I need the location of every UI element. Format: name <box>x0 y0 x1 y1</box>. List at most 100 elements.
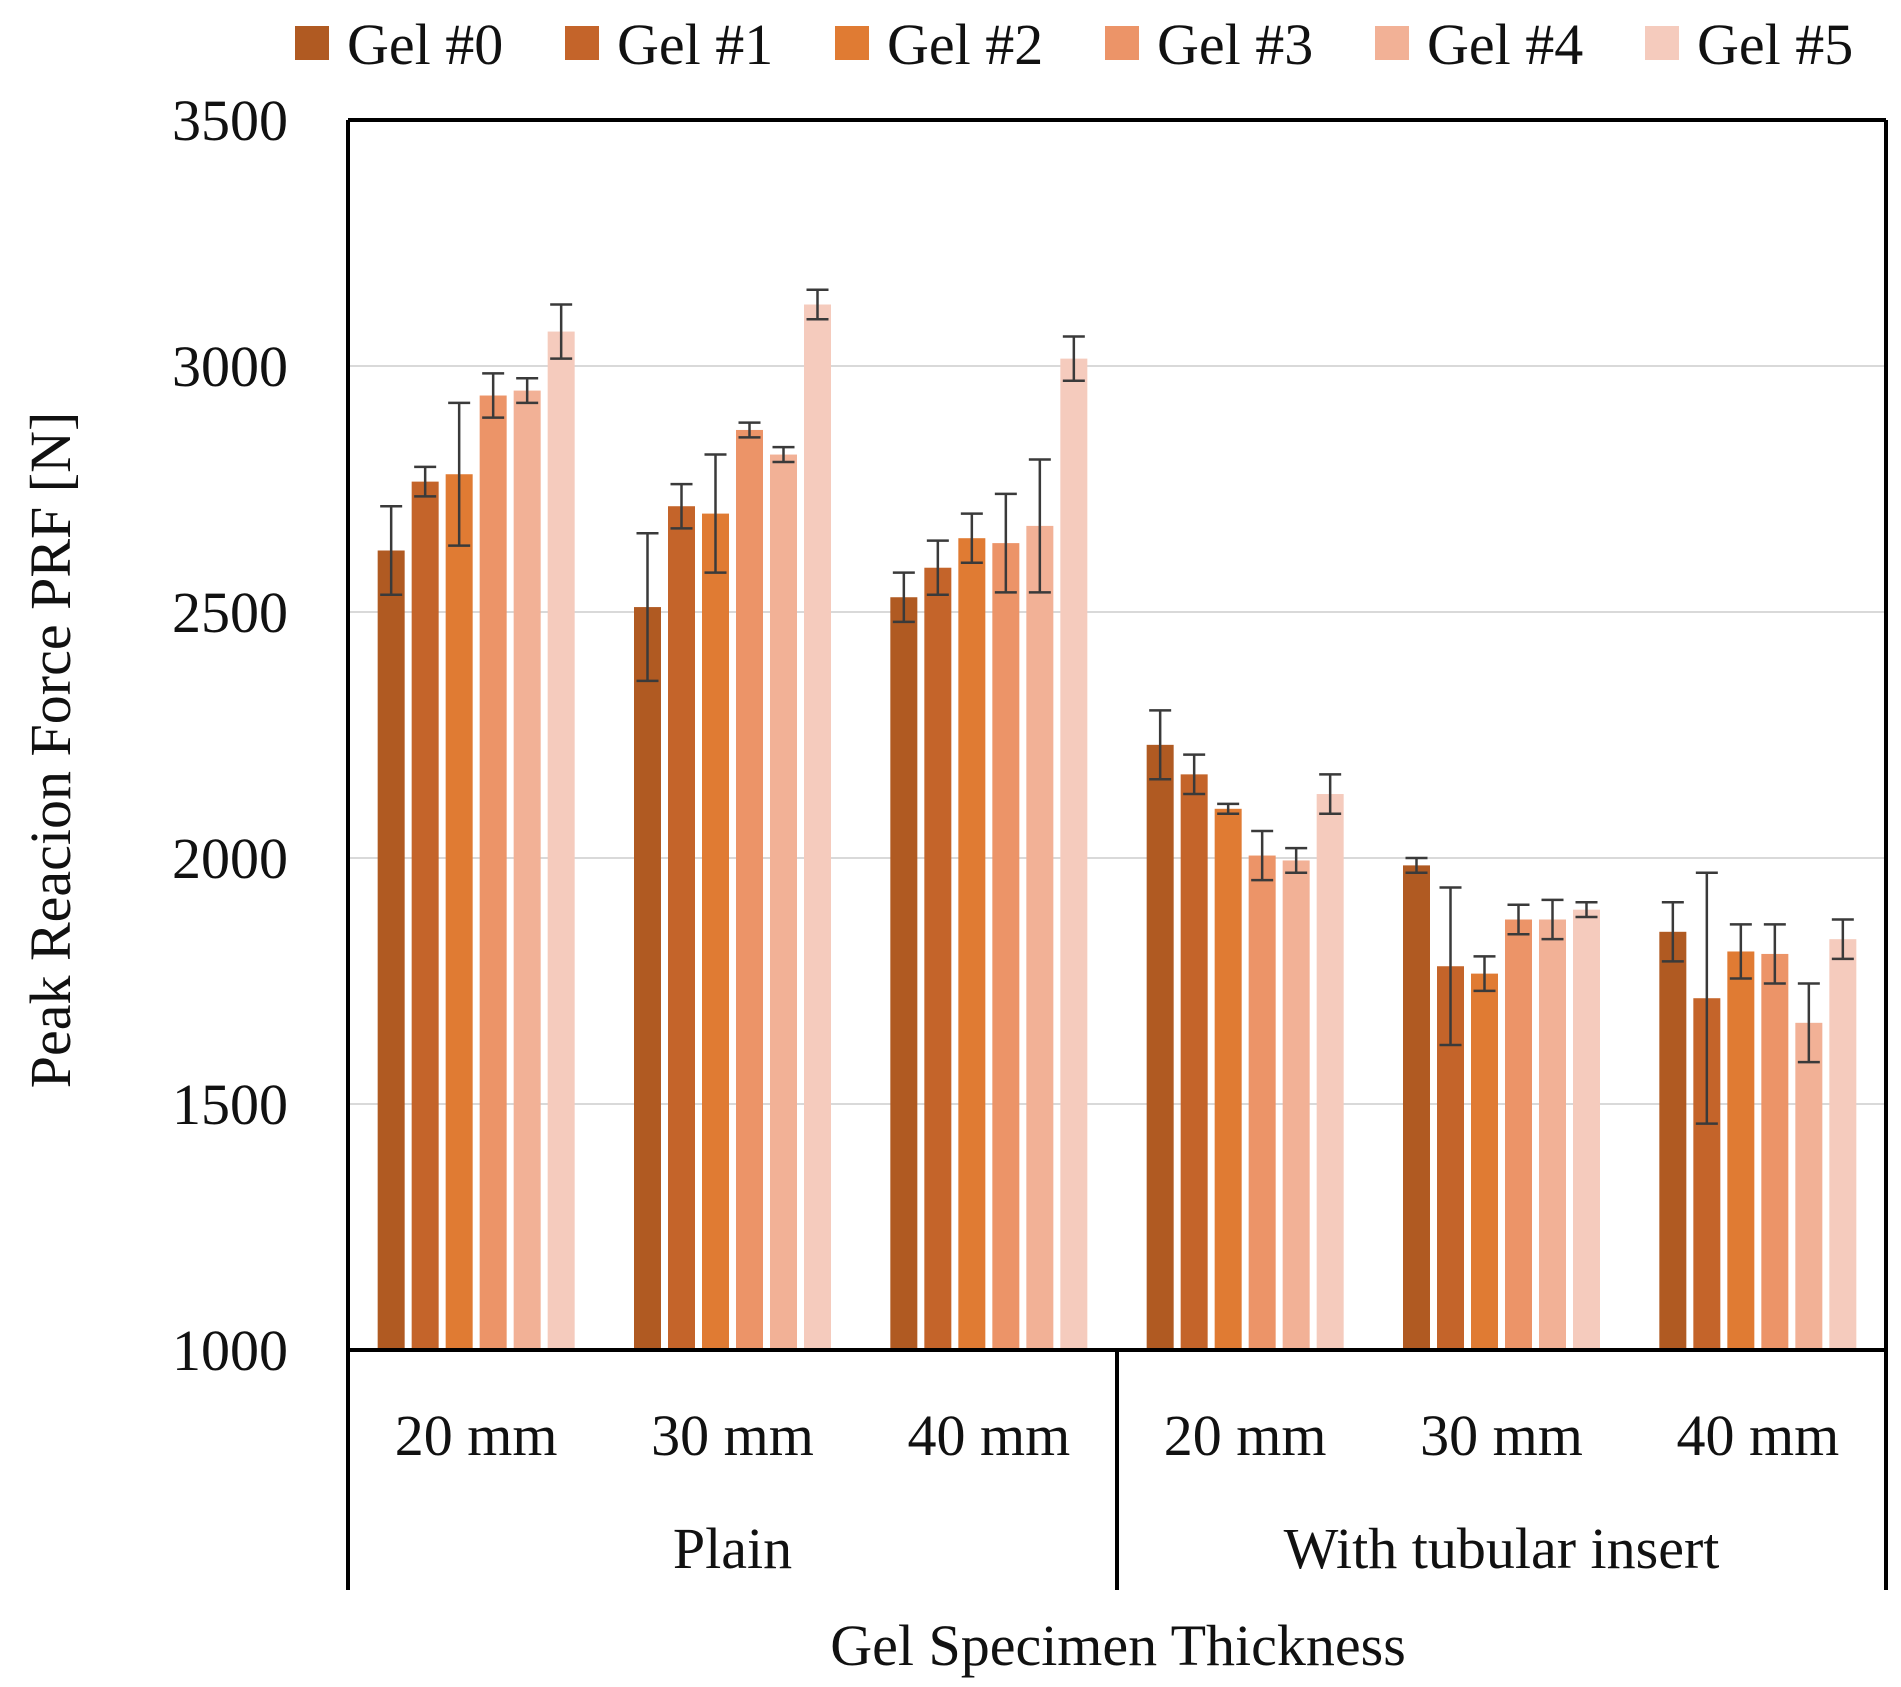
legend-label: Gel #5 <box>1697 12 1853 77</box>
y-axis-ticks: 1000 1500 2000 2500 3000 3500 <box>172 88 288 1383</box>
bar <box>634 607 661 1350</box>
legend-label: Gel #3 <box>1157 12 1313 77</box>
bar <box>1026 525 1054 1350</box>
error-bar <box>380 504 403 597</box>
legend-item: Gel #5 <box>1645 12 1853 77</box>
bar <box>958 538 986 1350</box>
bar <box>1573 909 1600 1350</box>
x-category-label: 30 mm <box>651 1403 814 1468</box>
error-bar <box>994 492 1017 594</box>
legend-label: Gel #0 <box>347 12 503 77</box>
bar <box>1727 951 1755 1350</box>
y-tick-label: 3000 <box>172 334 288 399</box>
x-category-label: 40 mm <box>907 1403 1070 1468</box>
error-bar <box>482 372 505 419</box>
x-axis-title: Gel Specimen Thickness <box>830 1613 1406 1678</box>
error-bar <box>1439 886 1462 1047</box>
x-category-label: 20 mm <box>1164 1403 1327 1468</box>
bar <box>668 506 695 1351</box>
bar <box>1214 808 1242 1350</box>
error-bar <box>1251 829 1274 882</box>
bar <box>1248 855 1276 1350</box>
bar <box>547 331 575 1350</box>
legend-swatch <box>1375 26 1409 60</box>
legend-swatch <box>1105 26 1139 60</box>
bar <box>1180 774 1208 1350</box>
error-bar <box>1797 982 1820 1064</box>
legend: Gel #0 Gel #1 Gel #2 Gel #3 Gel #4 Gel #5 <box>295 12 1853 77</box>
legend-swatch <box>565 26 599 60</box>
bar <box>1282 860 1310 1350</box>
error-bar <box>1405 856 1428 875</box>
bar <box>445 474 473 1350</box>
bar <box>1795 1022 1823 1350</box>
error-bar <box>1541 898 1564 941</box>
bar <box>1471 973 1498 1350</box>
error-bar <box>1507 903 1530 936</box>
bar <box>513 390 541 1351</box>
error-bar <box>738 421 761 439</box>
bar <box>1060 358 1088 1350</box>
bar <box>1539 919 1566 1350</box>
legend-label: Gel #4 <box>1427 12 1583 77</box>
y-tick-label: 2500 <box>172 580 288 645</box>
legend-label: Gel #2 <box>887 12 1043 77</box>
bar <box>1505 919 1532 1350</box>
bar <box>992 543 1020 1350</box>
legend-swatch <box>295 26 329 60</box>
x-category-label: 30 mm <box>1420 1403 1583 1468</box>
bar <box>890 597 918 1350</box>
x-group-label: Plain <box>673 1516 792 1581</box>
error-bar <box>1062 335 1085 383</box>
error-bar <box>960 512 983 565</box>
y-tick-label: 1000 <box>172 1318 288 1383</box>
legend-item: Gel #1 <box>565 12 773 77</box>
bar <box>1403 865 1430 1350</box>
error-bar <box>1661 901 1684 963</box>
bar <box>702 513 729 1350</box>
bar <box>1316 794 1344 1350</box>
error-bar <box>1183 753 1206 796</box>
error-bar <box>806 288 829 321</box>
error-bar <box>1729 923 1752 980</box>
legend-label: Gel #1 <box>617 12 773 77</box>
x-axis-categories: 20 mm 30 mm 40 mm 20 mm 30 mm 40 mm Plain With … <box>395 1350 1839 1590</box>
error-bar <box>1473 955 1496 993</box>
legend-swatch <box>835 26 869 60</box>
error-bar <box>1217 802 1240 815</box>
error-bar <box>1831 918 1854 961</box>
error-bar <box>1149 709 1172 781</box>
legend-item: Gel #2 <box>835 12 1043 77</box>
legend-item: Gel #4 <box>1375 12 1583 77</box>
error-bar <box>704 453 727 574</box>
error-bar <box>1575 901 1598 919</box>
error-bar <box>772 445 795 464</box>
y-tick-label: 3500 <box>172 88 288 153</box>
y-tick-label: 1500 <box>172 1072 288 1137</box>
x-category-label: 40 mm <box>1676 1403 1839 1468</box>
error-bar <box>414 465 437 498</box>
y-tick-label: 2000 <box>172 826 288 891</box>
bar <box>411 481 439 1350</box>
legend-swatch <box>1645 26 1679 60</box>
error-bar <box>670 482 693 530</box>
error-bar <box>1028 458 1051 594</box>
error-bar <box>1319 773 1342 815</box>
error-bar <box>516 377 539 405</box>
x-group-label: With tubular insert <box>1284 1516 1720 1581</box>
bar <box>1659 931 1687 1350</box>
bar <box>479 395 507 1350</box>
bars <box>377 304 1857 1351</box>
bar <box>1829 939 1857 1350</box>
bar <box>924 567 952 1350</box>
error-bar <box>1285 846 1308 875</box>
error-bars <box>380 288 1854 1125</box>
bar <box>736 429 763 1351</box>
bar <box>770 454 797 1350</box>
error-bar <box>926 539 949 597</box>
legend-item: Gel #3 <box>1105 12 1313 77</box>
bar <box>804 304 831 1350</box>
gridlines <box>348 365 1886 1105</box>
error-bar <box>1695 871 1718 1125</box>
